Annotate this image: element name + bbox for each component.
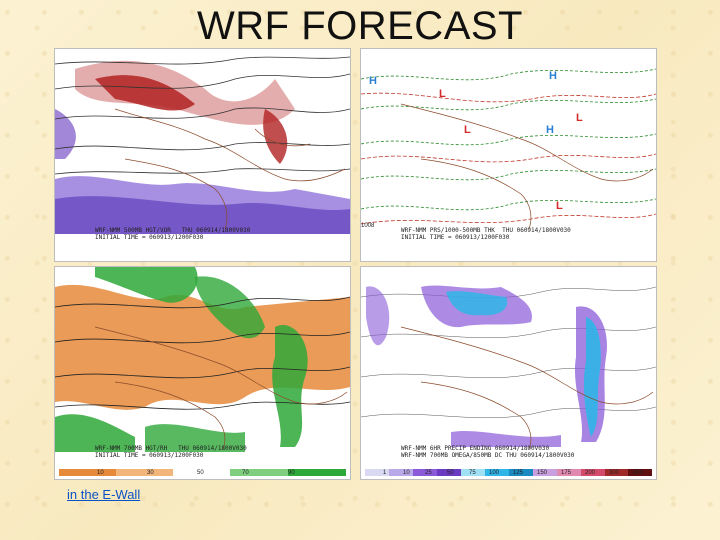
low-pressure-label: L — [439, 88, 446, 100]
colorbar-tick: 1 — [383, 470, 387, 476]
slide-title: WRF FORECAST — [197, 4, 523, 48]
contour-label: 1008 — [361, 223, 375, 229]
colorbar-tick: 400 — [633, 470, 644, 476]
colorbar-tick: 30 — [147, 470, 154, 476]
low-pressure-label: L — [464, 124, 471, 136]
colorbar-tick: 75 — [469, 470, 476, 476]
colorbar-tick: 100 — [489, 470, 500, 476]
panel-caption-initial-time: INITIAL TIME = 060913/1200F030 — [401, 234, 510, 241]
map-panel-500mb-vorticity: WRF-NMM 500MB HGT/VOR THU 060914/1800V03… — [54, 48, 351, 262]
rh-map-graphic — [55, 267, 350, 452]
panel-caption-initial-time: INITIAL TIME = 060913/1200F030 — [95, 234, 204, 241]
panel-caption-omega: WRF-NMM 700MB OMEGA/850MB DC THU 060914/… — [401, 452, 575, 459]
panel-caption: WRF-NMM 500MB HGT/VOR THU 060914/1800V03… — [95, 227, 251, 234]
map-panel-700mb-rh: WRF-NMM 700MB HGT/RH THU 060914/1800V030… — [54, 266, 351, 480]
high-pressure-label: H — [549, 70, 557, 82]
colorbar-tick: 25 — [425, 470, 432, 476]
panel-caption: WRF-NMM 700MB HGT/RH THU 060914/1800V030 — [95, 445, 247, 452]
colorbar-tick: 175 — [561, 470, 572, 476]
map-panel-pressure-thickness: H L L L H H L 1008 WRF-NMM PRS/1000-500M… — [360, 48, 657, 262]
panel-caption: WRF-NMM 6HR PRECIP ENDING 060914/1800V03… — [401, 445, 550, 452]
colorbar-tick: 90 — [288, 470, 295, 476]
colorbar-tick: 10 — [403, 470, 410, 476]
colorbar-tick: 125 — [513, 470, 524, 476]
pressure-map-graphic: H L L L H H L 1008 — [361, 68, 656, 230]
panel-caption-initial-time: INITIAL TIME = 060913/1200F030 — [95, 452, 204, 459]
low-pressure-label: L — [576, 112, 583, 124]
e-wall-link[interactable]: in the E-Wall — [67, 487, 141, 502]
colorbar-tick: 200 — [585, 470, 596, 476]
panel-caption: WRF-NMM PRS/1000-500MB THK THU 060914/18… — [401, 227, 571, 234]
colorbar-tick: 150 — [537, 470, 548, 476]
vorticity-map-graphic — [55, 56, 350, 234]
low-pressure-label: L — [556, 200, 563, 212]
colorbar-tick: 50 — [197, 470, 204, 476]
precip-map-graphic — [361, 285, 656, 450]
colorbar-tick: 300 — [609, 470, 620, 476]
precip-colorbar — [365, 463, 652, 476]
map-panel-precip-omega: WRF-NMM 6HR PRECIP ENDING 060914/1800V03… — [360, 266, 657, 480]
rh-colorbar — [59, 463, 346, 476]
high-pressure-label: H — [369, 75, 377, 87]
colorbar-tick: 70 — [242, 470, 249, 476]
high-pressure-label: H — [546, 124, 554, 136]
colorbar-tick: 50 — [447, 470, 454, 476]
colorbar-tick: 10 — [97, 470, 104, 476]
